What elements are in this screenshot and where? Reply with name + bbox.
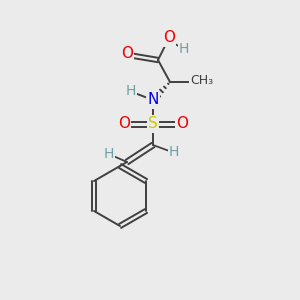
Text: H: H <box>169 145 179 159</box>
Text: H: H <box>179 42 189 56</box>
Text: CH₃: CH₃ <box>190 74 214 88</box>
Text: S: S <box>148 116 158 131</box>
Text: H: H <box>104 147 114 161</box>
Text: N: N <box>147 92 159 107</box>
Text: O: O <box>163 31 175 46</box>
Text: O: O <box>121 46 133 62</box>
Text: O: O <box>176 116 188 131</box>
Text: H: H <box>126 84 136 98</box>
Text: O: O <box>118 116 130 131</box>
